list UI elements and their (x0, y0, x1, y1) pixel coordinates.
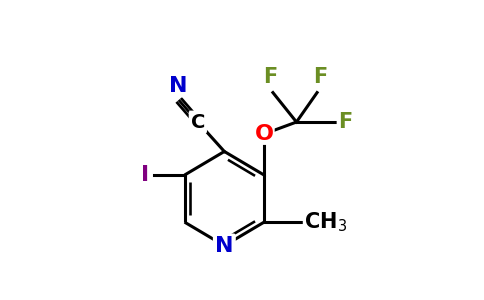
Text: N: N (169, 76, 188, 95)
Text: CH$_3$: CH$_3$ (304, 210, 347, 234)
Text: F: F (338, 112, 352, 132)
Text: F: F (313, 67, 327, 87)
Text: F: F (263, 67, 277, 87)
Text: N: N (215, 236, 234, 256)
Text: O: O (255, 124, 273, 144)
Text: I: I (141, 165, 149, 185)
Text: C: C (191, 112, 205, 131)
